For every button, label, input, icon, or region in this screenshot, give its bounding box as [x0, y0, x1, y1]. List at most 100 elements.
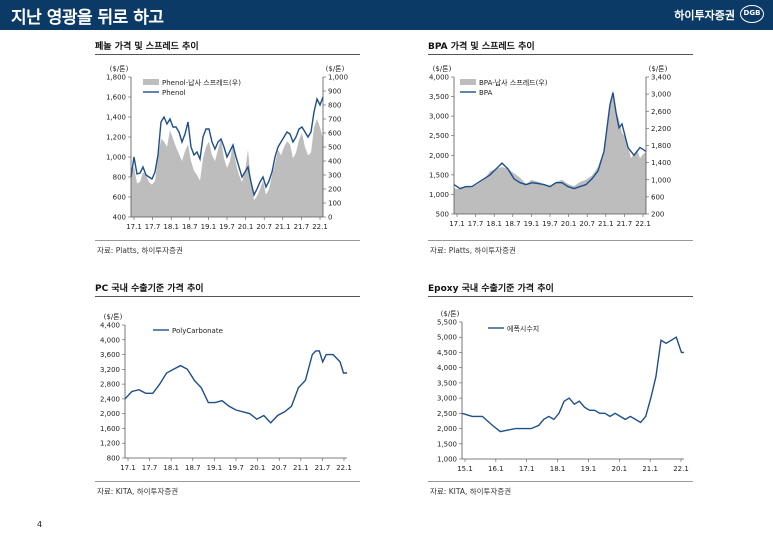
y-tick-label: 2,000 [429, 152, 449, 160]
x-tick-label: 18.1 [486, 220, 502, 228]
legend-label: Phenol-납사 스프레드(우) [162, 78, 241, 87]
y-tick-label-right: 2,600 [651, 108, 671, 116]
y-axis-unit: ($/톤) [104, 313, 123, 321]
y-tick-label-right: 1,000 [651, 176, 671, 184]
y-tick-label: 2,000 [437, 425, 457, 433]
y-tick-label: 2,500 [437, 410, 457, 418]
x-tick-label: 18.7 [505, 220, 521, 228]
dgb-logo-text: DGB [743, 9, 761, 17]
y-tick-label: 3,000 [429, 113, 449, 121]
x-tick-label: 18.1 [163, 464, 179, 472]
source-rule [95, 481, 360, 482]
y-tick-label: 1,000 [429, 191, 449, 199]
y-tick-label-right: 500 [328, 144, 341, 152]
chart-title: Epoxy 국내 수출기준 가격 추이 [428, 284, 554, 294]
y-axis-unit-right: ($/톤) [326, 65, 345, 73]
y-tick-label-right: 400 [328, 158, 341, 166]
y-tick-label: 800 [107, 455, 120, 463]
y-tick-label: 3,200 [100, 366, 120, 374]
y-tick-label-right: 900 [328, 88, 341, 96]
series-line [453, 92, 647, 190]
x-tick-label: 18.1 [163, 223, 179, 231]
pc-chart: ($/톤) 800 1,200 1,600 2,000 2,400 2,800 3,200 3,… [100, 313, 352, 472]
x-tick-label: 22.1 [336, 464, 352, 472]
y-tick-label: 1,800 [106, 74, 126, 82]
y-tick-label: 1,600 [106, 94, 126, 102]
x-tick-label: 20.1 [250, 464, 266, 472]
x-tick-label: 17.1 [519, 465, 535, 473]
y-axis-unit: ($/톤) [110, 65, 129, 73]
y-tick-label: 4,000 [437, 364, 457, 372]
y-tick-label: 1,000 [437, 456, 457, 464]
y-tick-label-right: 700 [328, 116, 341, 124]
x-tick-label: 20.1 [561, 220, 577, 228]
series-line [130, 96, 324, 198]
brand-name: 하이투자증권 [674, 9, 735, 22]
y-tick-label-right: 0 [328, 214, 332, 222]
y-tick-label-right: 100 [328, 200, 341, 208]
y-tick-label: 2,500 [429, 132, 449, 140]
y-tick-label: 3,500 [429, 93, 449, 101]
bpa-chart: ($/톤) ($/톤) 500 1,000 1,500 2,000 2,500 3,000 3,… [429, 65, 671, 228]
x-tick-label: 17.1 [449, 220, 465, 228]
y-tick-label-right: 600 [651, 193, 664, 201]
y-tick-label-right: 3,000 [651, 91, 671, 99]
y-tick-label: 2,400 [100, 395, 120, 403]
y-tick-label: 3,000 [437, 395, 457, 403]
x-tick-label: 21.1 [293, 464, 309, 472]
legend-label: BPA [479, 89, 493, 97]
phenol-chart: ($/톤) ($/톤) 400 600 800 1,000 1,200 1,400 1,600 1… [106, 65, 348, 231]
x-tick-label: 18.7 [185, 464, 201, 472]
title-rule [95, 296, 360, 297]
y-axis-unit: ($/톤) [433, 65, 452, 73]
series-area-spread [131, 119, 323, 217]
x-tick-label: 21.1 [642, 465, 658, 473]
x-tick-label: 19.7 [542, 220, 558, 228]
x-tick-label: 15.1 [457, 465, 473, 473]
y-tick-label-right: 600 [328, 130, 341, 138]
x-tick-label: 22.1 [635, 220, 651, 228]
x-tick-label: 18.7 [182, 223, 198, 231]
series-area-spread [454, 89, 646, 214]
y-tick-label: 3,600 [100, 351, 120, 359]
legend-label: BPA-납사 스프레드(우) [479, 78, 548, 87]
x-tick-label: 18.1 [550, 465, 566, 473]
x-tick-label: 20.7 [579, 220, 595, 228]
dgb-logo: DGB [740, 5, 764, 23]
y-tick-label-right: 3,400 [651, 74, 671, 82]
y-tick-label: 1,600 [100, 425, 120, 433]
chart-panel-pc: PC 국내 수출기준 가격 추이 ($/톤) 800 1,200 1,600 2,000… [95, 281, 360, 501]
y-tick-label: 2,000 [100, 410, 120, 418]
x-tick-label: 17.7 [142, 464, 158, 472]
chart-source: 자료: KITA, 하이투자증권 [97, 487, 179, 496]
legend-label: Phenol [162, 89, 186, 97]
y-tick-label: 4,500 [437, 349, 457, 357]
x-tick-label: 17.1 [126, 223, 142, 231]
y-tick-label-right: 1,800 [651, 142, 671, 150]
x-tick-label: 20.1 [238, 223, 254, 231]
y-tick-label-right: 300 [328, 172, 341, 180]
series-line [461, 336, 684, 433]
chart-source: 자료: KITA, 하이투자증권 [430, 487, 512, 496]
x-tick-label: 21.7 [315, 464, 331, 472]
chart-title: BPA 가격 및 스프레드 추이 [428, 42, 535, 52]
x-tick-label: 20.7 [256, 223, 272, 231]
y-tick-label: 1,000 [106, 154, 126, 162]
x-tick-label: 22.1 [673, 465, 689, 473]
y-axis-unit-right: ($/톤) [649, 65, 668, 73]
y-tick-label-right: 800 [328, 102, 341, 110]
title-rule [428, 54, 693, 55]
y-tick-label: 500 [436, 211, 449, 219]
x-tick-label: 22.1 [312, 223, 328, 231]
chart-title: 페놀 가격 및 스프레드 추이 [95, 42, 199, 52]
y-tick-label: 4,000 [429, 74, 449, 82]
legend-swatch [460, 79, 476, 85]
x-tick-label: 19.1 [201, 223, 217, 231]
y-tick-label-right: 1,400 [651, 159, 671, 167]
y-tick-label: 3,500 [437, 379, 457, 387]
chart-source: 자료: Platts, 하이투자증권 [430, 246, 516, 255]
chart-panel-bpa: BPA 가격 및 스프레드 추이 ($/톤) ($/톤) 500 1,000 1,500… [428, 39, 693, 259]
x-tick-label: 21.1 [275, 223, 291, 231]
page-number: 4 [37, 520, 43, 529]
y-tick-label: 1,400 [106, 114, 126, 122]
